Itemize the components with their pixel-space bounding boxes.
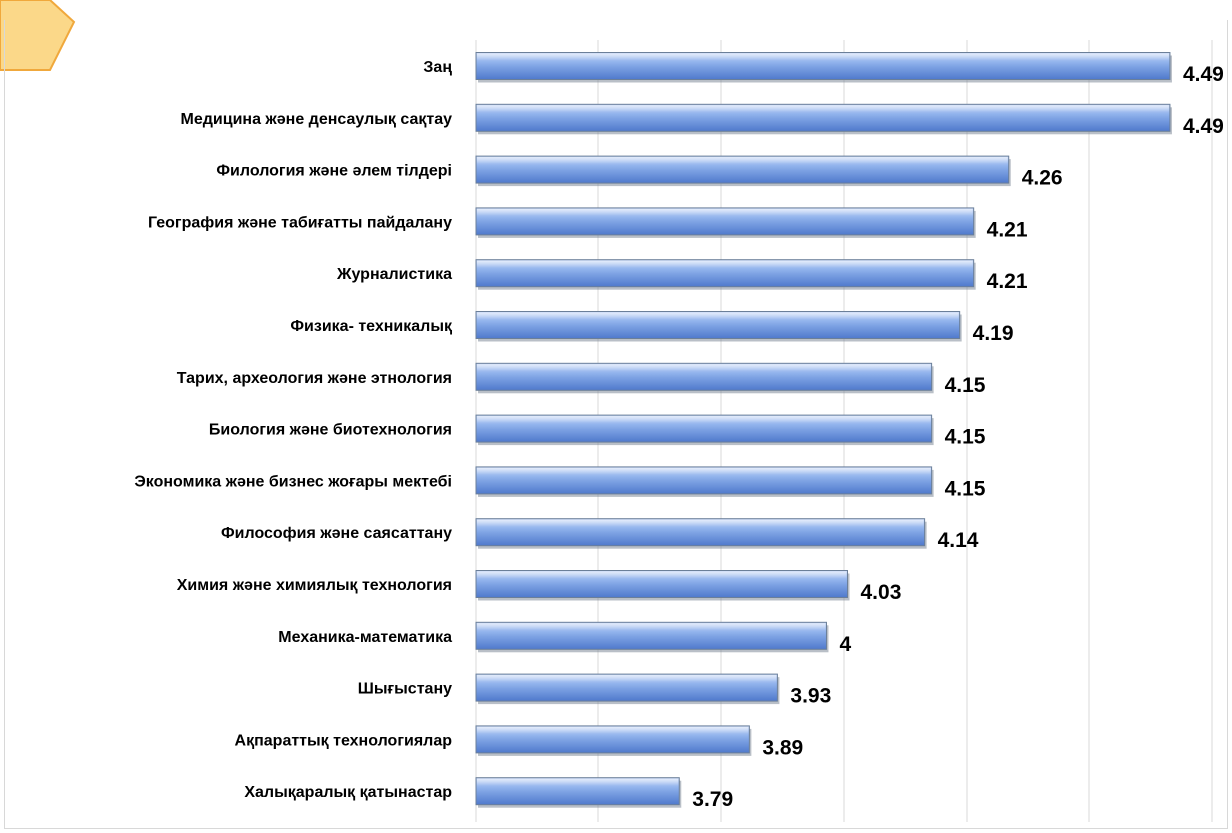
value-label: 3.89	[762, 736, 803, 759]
value-label: 4.21	[987, 218, 1028, 241]
bar-highlight	[477, 312, 959, 326]
category-labels: Заң Медицина және денсаулық сақтау Филолог…	[134, 59, 453, 801]
category-label: Философия және саясаттану	[221, 525, 452, 542]
category-label: Журналистика	[336, 266, 452, 283]
value-label: 4.49	[1183, 115, 1224, 138]
bar-highlight	[477, 260, 973, 275]
bar-highlight	[477, 467, 931, 482]
category-label: Заң	[423, 59, 452, 76]
bar-highlight	[477, 571, 847, 585]
value-label: 4.14	[938, 529, 979, 552]
bar-highlight	[477, 416, 931, 430]
bar-highlight	[477, 675, 777, 689]
bar-highlight	[477, 364, 931, 378]
category-label: Экономика және бизнес жоғары мектебі	[134, 473, 452, 490]
value-label: 3.93	[790, 685, 831, 708]
category-label: География және табиғатты пайдалану	[148, 214, 452, 231]
bar-highlight	[477, 623, 826, 637]
category-label: Медицина және денсаулық сақтау	[181, 111, 453, 128]
chart-frame	[4, 20, 1228, 829]
category-label: Механика-математика	[278, 629, 452, 646]
category-label: Химия және химиялық технология	[177, 577, 452, 594]
value-label: 3.79	[692, 788, 733, 811]
category-label: Ақпараттық технологиялар	[235, 732, 453, 749]
bar-highlight	[477, 53, 1169, 67]
category-label: Халықаралық қатынастар	[244, 784, 452, 801]
bar-highlight	[477, 726, 749, 741]
bar-highlight	[477, 519, 924, 534]
category-label: Биология және биотехнология	[209, 422, 452, 439]
bar-highlight	[477, 778, 679, 793]
value-label: 4.19	[973, 322, 1014, 345]
value-labels: 4.49 4.49 4.26 4.21 4.21 4.19 4.15 4.15 4.15 4.14…	[692, 63, 1224, 811]
value-label: 4.15	[945, 426, 986, 449]
category-label: Филология және әлем тілдері	[216, 163, 452, 180]
value-label: 4.21	[987, 270, 1028, 293]
bars	[475, 52, 1172, 808]
value-label: 4.15	[945, 374, 986, 397]
category-label: Тарих, археология және этнология	[177, 370, 452, 387]
bar-highlight	[477, 157, 1008, 171]
value-label: 4	[839, 633, 851, 656]
category-label: Шығыстану	[358, 681, 452, 698]
category-label: Физика- техникалық	[290, 318, 453, 335]
bar-highlight	[477, 105, 1169, 119]
value-label: 4.03	[861, 581, 902, 604]
value-label: 4.49	[1183, 63, 1224, 86]
bar-highlight	[477, 208, 973, 223]
value-label: 4.15	[945, 477, 986, 500]
corner-tab-decoration	[0, 0, 76, 71]
value-label: 4.26	[1022, 167, 1063, 190]
